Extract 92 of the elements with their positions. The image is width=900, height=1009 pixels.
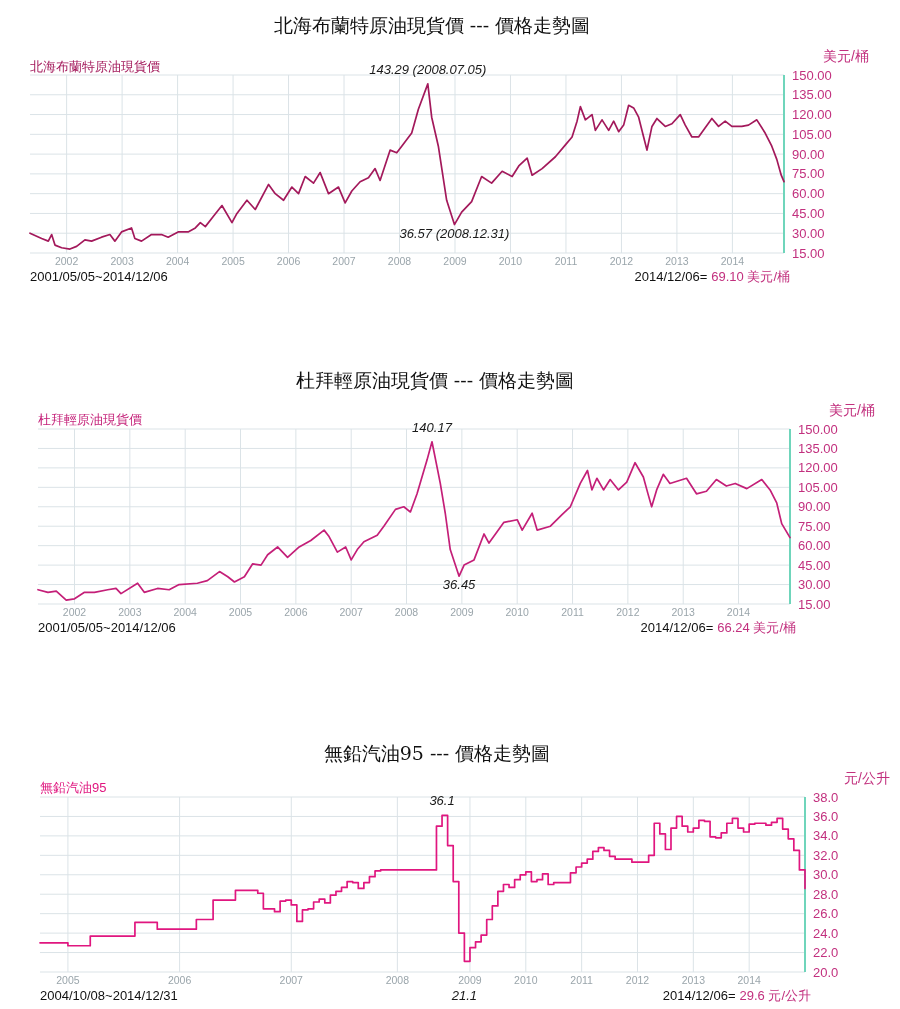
annotation: 140.17 [412, 419, 453, 435]
x-tick-label: 2005 [56, 974, 80, 986]
x-tick-label: 2002 [54, 255, 79, 267]
y-tick-label: 26.0 [813, 906, 839, 922]
y-tick-label: 90.00 [792, 146, 825, 162]
y-tick-label: 90.00 [798, 499, 831, 515]
x-tick-label: 2010 [498, 255, 523, 267]
annotation: 143.29 (2008.07.05) [369, 61, 487, 77]
x-tick-label: 2012 [609, 255, 634, 267]
x-tick-label: 2012 [625, 974, 650, 986]
y-tick-label: 28.0 [813, 886, 839, 902]
annotation: 21.1 [450, 988, 478, 1003]
y-tick-label: 120.00 [792, 107, 832, 123]
x-tick-label: 2013 [681, 974, 706, 986]
text: 69.10 美元/桶 [711, 269, 790, 284]
annotation: 36.57 (2008.12.31) [399, 225, 510, 241]
y-tick-label: 34.0 [813, 828, 839, 844]
y-tick-label: 150.00 [792, 67, 832, 83]
text: 2001/05/05~2014/12/06 [38, 620, 176, 635]
chart-title: 無鉛汽油95 --- 價格走勢圖 [323, 742, 551, 764]
y-tick-label: 60.00 [798, 538, 831, 554]
text: 2014/12/06= [634, 269, 708, 284]
y-tick-label: 24.0 [813, 925, 839, 941]
x-tick-label: 2011 [570, 974, 594, 986]
x-tick-label: 2005 [221, 255, 245, 267]
x-tick-label: 2013 [671, 606, 696, 618]
y-tick-label: 38.0 [813, 789, 839, 805]
x-tick-label: 2014 [737, 974, 761, 986]
text: 29.6 元/公升 [739, 988, 811, 1003]
y-tick-label: 30.0 [813, 867, 839, 883]
x-tick-label: 2007 [339, 606, 364, 618]
y-tick-label: 150.00 [798, 421, 838, 437]
x-tick-label: 2011 [554, 255, 578, 267]
text: 杜拜輕原油現貨價 [38, 412, 142, 427]
x-tick-label: 2006 [284, 606, 308, 618]
y-tick-label: 75.00 [798, 518, 831, 534]
x-tick-label: 2004 [165, 255, 190, 267]
x-tick-label: 2003 [118, 606, 142, 618]
line-series [37, 440, 791, 601]
line-series [29, 83, 785, 250]
y-tick-label: 15.00 [792, 245, 825, 261]
y-tick-label: 135.00 [792, 87, 832, 103]
y-tick-label: 22.0 [813, 945, 839, 961]
y-tick-label: 45.00 [798, 557, 831, 573]
x-tick-label: 2006 [276, 255, 301, 267]
x-tick-label: 2014 [726, 606, 751, 618]
y-tick-label: 120.00 [798, 460, 838, 476]
y-tick-label: 105.00 [792, 126, 832, 142]
x-tick-label: 2004 [173, 606, 198, 618]
annotation: 36.45 [442, 577, 477, 593]
x-tick-label: 2007 [279, 974, 304, 986]
text: 2001/05/05~2014/12/06 [30, 269, 168, 284]
y-tick-label: 75.00 [792, 166, 825, 182]
x-tick-label: 2009 [458, 974, 482, 986]
y-tick-label: 36.0 [813, 808, 839, 824]
text: 無鉛汽油95 [40, 780, 107, 795]
x-tick-label: 2011 [561, 606, 584, 618]
y-tick-label: 135.00 [798, 440, 838, 456]
x-tick-label: 2009 [450, 606, 474, 618]
x-tick-label: 2008 [385, 974, 410, 986]
x-tick-label: 2006 [167, 974, 192, 986]
x-tick-label: 2010 [514, 974, 538, 986]
x-tick-label: 2008 [387, 255, 412, 267]
x-tick-label: 2005 [228, 606, 253, 618]
x-tick-label: 2009 [443, 255, 467, 267]
x-tick-label: 2010 [505, 606, 530, 618]
x-tick-label: 2012 [616, 606, 640, 618]
annotation: 36.1 [429, 793, 455, 809]
y-tick-label: 45.00 [792, 205, 825, 221]
y-tick-label: 15.00 [798, 596, 831, 612]
y-axis-title: 元/公升 [844, 770, 890, 786]
x-tick-label: 2007 [332, 255, 356, 267]
chart-title: 杜拜輕原油現貨價 --- 價格走勢圖 [295, 369, 575, 391]
text: 2014/12/06= [662, 988, 736, 1003]
x-tick-label: 2014 [720, 255, 745, 267]
y-tick-label: 30.00 [792, 225, 825, 241]
chart-title: 北海布蘭特原油現貨價 --- 價格走勢圖 [273, 14, 591, 36]
text: 2004/10/08~2014/12/31 [40, 988, 178, 1003]
x-tick-label: 2013 [665, 255, 689, 267]
x-tick-label: 2002 [62, 606, 87, 618]
text: 北海布蘭特原油現貨價 [30, 59, 160, 74]
y-tick-label: 30.00 [798, 577, 831, 593]
y-tick-label: 32.0 [813, 847, 839, 863]
y-axis-title: 美元/桶 [829, 402, 875, 418]
y-tick-label: 60.00 [792, 186, 825, 202]
x-tick-label: 2003 [110, 255, 134, 267]
y-tick-label: 105.00 [798, 479, 838, 495]
text: 2014/12/06= [640, 620, 714, 635]
y-tick-label: 20.0 [813, 964, 839, 980]
y-axis-title: 美元/桶 [823, 48, 869, 64]
text: 66.24 美元/桶 [717, 620, 796, 635]
x-tick-label: 2008 [394, 606, 419, 618]
